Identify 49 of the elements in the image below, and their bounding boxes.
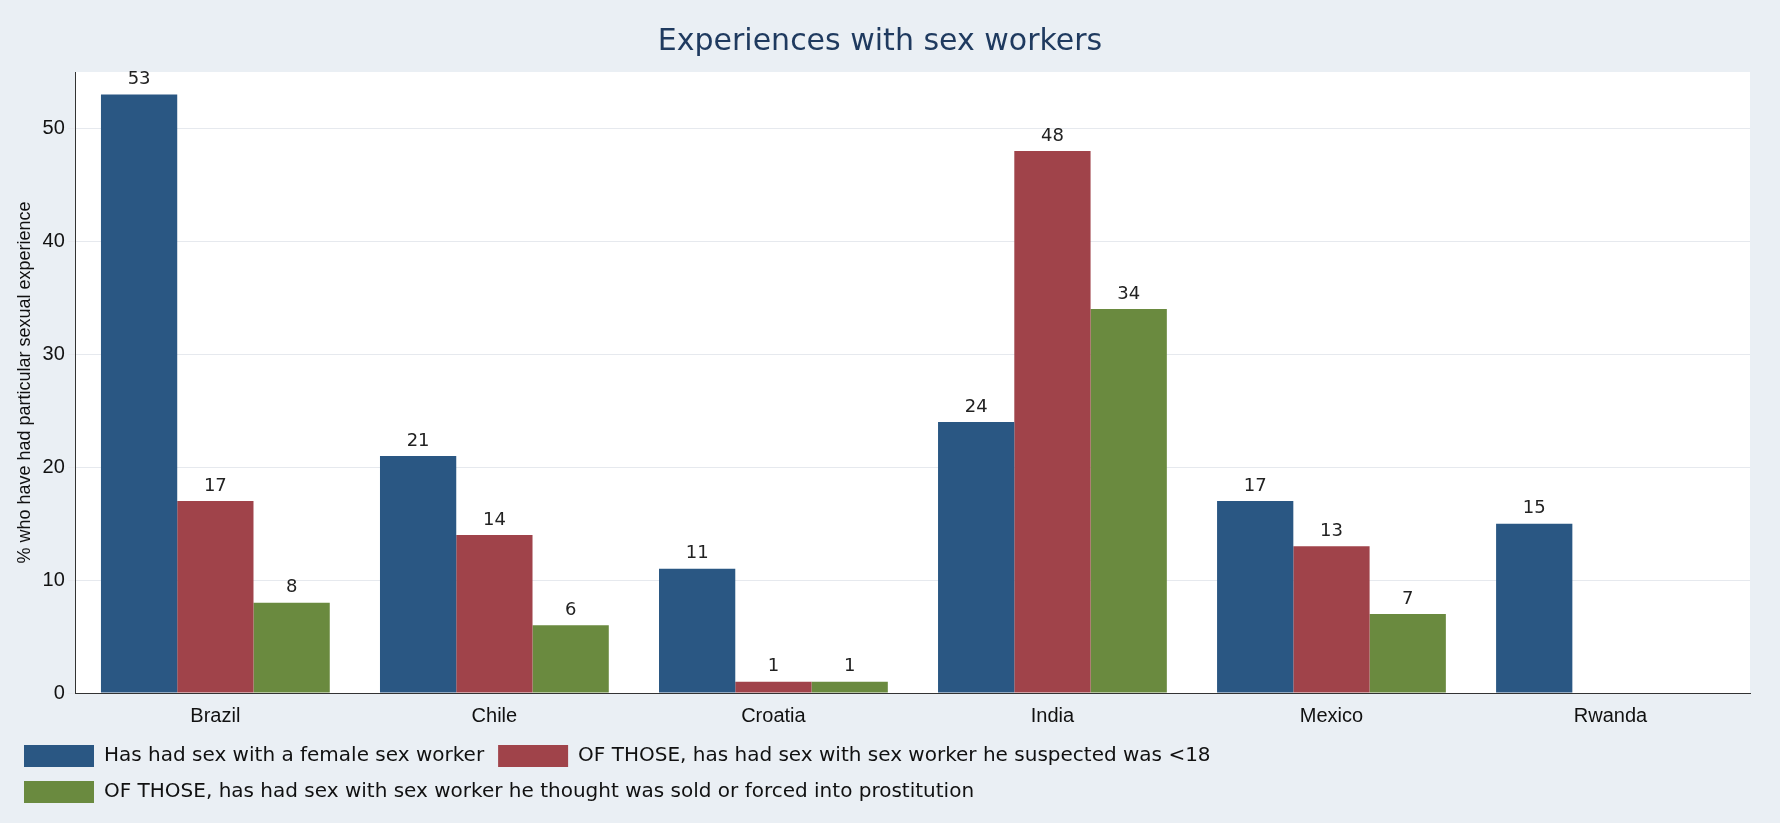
bar — [1090, 309, 1167, 693]
y-tick-label: 0 — [53, 680, 65, 703]
x-tick-label: Croatia — [741, 703, 807, 726]
bar — [1496, 523, 1573, 693]
data-label: 8 — [285, 575, 298, 597]
data-label: 24 — [964, 394, 988, 416]
data-label: 14 — [482, 507, 506, 529]
bar — [1014, 151, 1091, 693]
bar — [1369, 613, 1446, 693]
data-label: 1 — [843, 654, 856, 676]
x-tick-label: India — [1030, 703, 1075, 726]
data-label: 6 — [564, 597, 577, 619]
y-tick-label: 50 — [42, 115, 65, 138]
bar — [253, 602, 330, 693]
data-label: 13 — [1320, 518, 1343, 540]
x-tick-label: Mexico — [1299, 703, 1364, 726]
x-tick-label: Rwanda — [1573, 703, 1649, 726]
bar — [456, 534, 533, 693]
bar — [177, 501, 254, 693]
legend-label: Has had sex with a female sex worker — [104, 742, 485, 767]
chart-title: Experiences with sex workers — [657, 21, 1103, 57]
bar — [379, 455, 457, 693]
y-tick-label: 30 — [42, 341, 65, 364]
bar — [100, 94, 178, 693]
data-label: 7 — [1402, 586, 1414, 608]
bar — [1293, 546, 1370, 693]
bar — [1217, 501, 1294, 693]
bar — [659, 568, 736, 693]
data-label: 53 — [127, 67, 151, 89]
data-label: 11 — [685, 541, 709, 563]
bar — [811, 681, 888, 693]
y-tick-label: 10 — [42, 567, 65, 590]
y-axis-title: % who have had particular sexual experience — [13, 201, 34, 564]
data-label: 48 — [1040, 123, 1064, 145]
bar — [532, 625, 609, 693]
x-tick-label: Chile — [471, 703, 518, 726]
x-tick-label: Brazil — [190, 703, 241, 726]
legend-label: OF THOSE, has had sex with sex worker he thought was sold or forced into prostitution — [104, 778, 975, 803]
y-tick-label: 40 — [42, 228, 65, 251]
data-label: 17 — [1243, 473, 1267, 495]
data-label: 17 — [203, 473, 227, 495]
bar — [735, 681, 812, 693]
data-label: 15 — [1522, 496, 1546, 518]
y-tick-label: 20 — [42, 454, 65, 477]
data-label: 34 — [1117, 281, 1141, 303]
data-label: 21 — [406, 428, 430, 450]
legend-label: OF THOSE, has had sex with sex worker he suspected was <18 — [578, 742, 1211, 767]
data-label: 1 — [767, 654, 780, 676]
bar — [938, 422, 1015, 693]
